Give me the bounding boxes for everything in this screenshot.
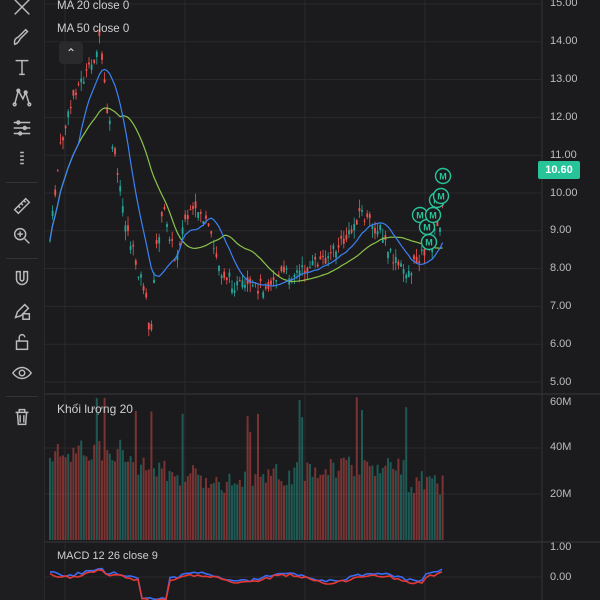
marker-label: M bbox=[429, 211, 437, 221]
volume-tick: 20M bbox=[550, 488, 572, 500]
ma20-legend[interactable]: MA 20 close 0 bbox=[57, 0, 130, 12]
macd-line bbox=[49, 567, 443, 600]
price-tick: 10.00 bbox=[550, 187, 578, 199]
ma20-line bbox=[49, 68, 444, 287]
volume-tick: 60M bbox=[550, 396, 572, 408]
volume-legend[interactable]: Khối lượng 20 bbox=[57, 402, 133, 416]
toolbar-divider bbox=[6, 182, 38, 183]
chart-grid bbox=[45, 0, 600, 600]
trash-icon[interactable] bbox=[6, 402, 38, 432]
marker-label: M bbox=[423, 223, 431, 233]
text-icon[interactable] bbox=[6, 52, 38, 82]
signal-line bbox=[49, 568, 443, 600]
price-tick: 7.00 bbox=[550, 300, 572, 312]
trade-marker: M bbox=[434, 167, 452, 185]
trade-marker: M bbox=[420, 233, 438, 251]
price-tick: 13.00 bbox=[550, 73, 578, 85]
price-tick: 14.00 bbox=[550, 35, 578, 47]
fib-icon[interactable] bbox=[6, 143, 38, 173]
ruler-icon[interactable] bbox=[6, 191, 38, 221]
trade-marker: M bbox=[432, 187, 450, 205]
chevron-up-icon: ⌃ bbox=[65, 46, 77, 60]
price-tick: 15.00 bbox=[550, 0, 578, 9]
ma50-legend[interactable]: MA 50 close 0 bbox=[57, 23, 130, 35]
candlesticks bbox=[49, 24, 444, 337]
price-tick: 11.00 bbox=[550, 149, 577, 161]
price-tick: 5.00 bbox=[550, 376, 572, 388]
measure-lines-icon[interactable] bbox=[6, 113, 38, 143]
price-tick: 12.00 bbox=[550, 111, 578, 123]
crosshair-icon[interactable] bbox=[6, 0, 38, 22]
zoom-in-icon[interactable] bbox=[6, 221, 38, 251]
price-tick: 9.00 bbox=[550, 224, 572, 236]
marker-label: M bbox=[416, 211, 424, 221]
brush-icon[interactable] bbox=[6, 22, 38, 52]
ma50-line bbox=[49, 107, 443, 283]
macd-legend[interactable]: MACD 12 26 close 9 bbox=[57, 550, 158, 562]
magnet-icon[interactable] bbox=[6, 264, 38, 294]
toolbar-divider bbox=[6, 396, 38, 397]
marker-label: M bbox=[437, 192, 445, 202]
price-tick: 6.00 bbox=[550, 338, 572, 350]
drawing-toolbar bbox=[0, 0, 45, 600]
macd-tick: 1.00 bbox=[550, 541, 572, 553]
pencil-lock-icon[interactable] bbox=[6, 296, 38, 326]
toolbar-divider bbox=[6, 258, 38, 259]
volume-bars bbox=[49, 397, 444, 540]
lock-icon[interactable] bbox=[6, 327, 38, 357]
pattern-icon[interactable] bbox=[6, 82, 38, 112]
volume-tick: 40M bbox=[550, 441, 572, 453]
collapse-legend-button[interactable]: ⌃ bbox=[59, 42, 83, 64]
current-price-tag: 10.60 bbox=[538, 161, 580, 179]
marker-label: M bbox=[439, 172, 447, 182]
price-tick: 8.00 bbox=[550, 262, 572, 274]
eye-icon[interactable] bbox=[6, 358, 38, 388]
trade-marker: M bbox=[424, 206, 442, 224]
marker-label: M bbox=[425, 238, 433, 248]
macd-tick: 0.00 bbox=[550, 571, 572, 583]
